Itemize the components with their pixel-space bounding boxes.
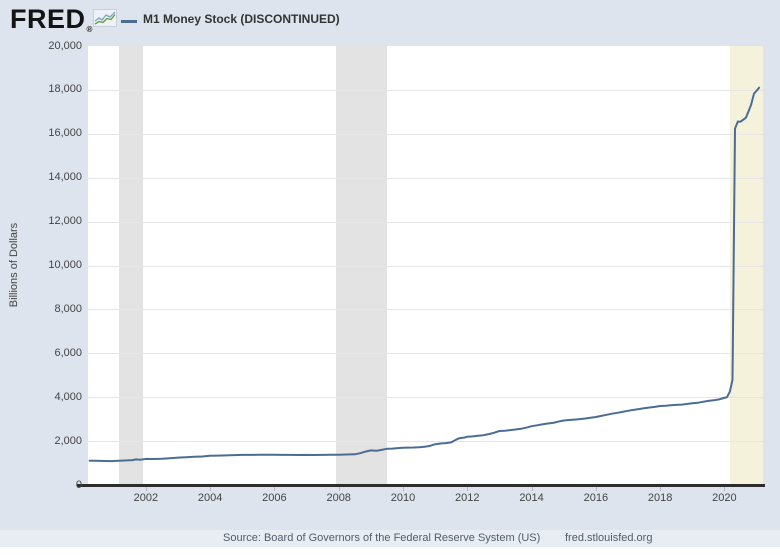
x-axis-tick-mark <box>338 487 340 491</box>
x-axis-tick-mark <box>145 487 147 491</box>
x-axis-tick-mark <box>724 487 726 491</box>
gridline <box>88 309 763 311</box>
y-axis-tick-label: 20,000 <box>48 39 82 52</box>
x-axis-tick-label: 2010 <box>390 492 416 504</box>
x-axis-tick-label: 2014 <box>519 492 544 504</box>
x-axis-tick-mark <box>660 487 662 491</box>
x-axis-tick-mark <box>467 487 469 491</box>
x-axis-tick-label: 2008 <box>326 492 351 504</box>
y-axis-tick-label: 0 <box>75 478 82 491</box>
x-axis-tick-label: 2012 <box>455 492 480 504</box>
y-axis-tick-label: 8,000 <box>54 302 82 315</box>
y-axis-tick-label: 6,000 <box>54 346 82 359</box>
gridline <box>88 221 763 223</box>
x-axis-tick-label: 2016 <box>583 492 609 504</box>
fred-logo-text: FRED <box>10 4 86 34</box>
x-axis-tick-mark <box>274 487 276 491</box>
y-axis-tick-label: 10,000 <box>48 259 82 271</box>
y-axis-tick-label: 14,000 <box>48 171 82 184</box>
gridline <box>88 133 763 135</box>
gridline <box>88 89 763 91</box>
x-axis-tick-label: 2020 <box>712 492 737 504</box>
fred-sparkline-icon <box>93 9 117 27</box>
source-attribution: Source: Board of Governors of the Federa… <box>223 532 541 544</box>
x-axis-line <box>77 484 765 487</box>
y-axis-title: Billions of Dollars <box>8 222 20 308</box>
fred-site-link[interactable]: fred.stlouisfed.org <box>565 532 653 544</box>
y-axis-tick-label: 16,000 <box>48 127 82 140</box>
x-axis-tick-mark <box>210 487 212 491</box>
plot-area <box>88 46 763 485</box>
series-plot-svg <box>88 86 761 463</box>
fred-logo[interactable]: FRED® <box>10 4 92 35</box>
x-axis-tick-mark <box>531 487 533 491</box>
x-axis-tick-label: 2004 <box>197 492 223 504</box>
y-axis-tick-label: 4,000 <box>54 390 82 403</box>
x-axis-tick-mark <box>595 487 597 491</box>
y-axis-tick-label: 18,000 <box>48 83 82 96</box>
gridline <box>88 265 763 267</box>
y-axis-tick-label: 12,000 <box>48 215 82 228</box>
gridline <box>88 353 763 355</box>
x-axis-tick-mark <box>403 487 404 491</box>
gridline <box>88 397 763 399</box>
x-axis-tick-label: 2018 <box>647 492 673 504</box>
gridline <box>88 177 763 179</box>
x-axis-tick-label: 2002 <box>133 492 159 504</box>
legend-series-label: M1 Money Stock (DISCONTINUED) <box>143 12 340 26</box>
y-axis-tick-label: 2,000 <box>54 434 82 447</box>
gridline <box>88 441 763 443</box>
legend-line-swatch <box>121 20 137 23</box>
footer-bar <box>0 530 780 547</box>
x-axis-tick-label: 2006 <box>262 492 287 504</box>
registered-trademark: ® <box>86 25 93 34</box>
m1-series-line <box>88 86 761 463</box>
